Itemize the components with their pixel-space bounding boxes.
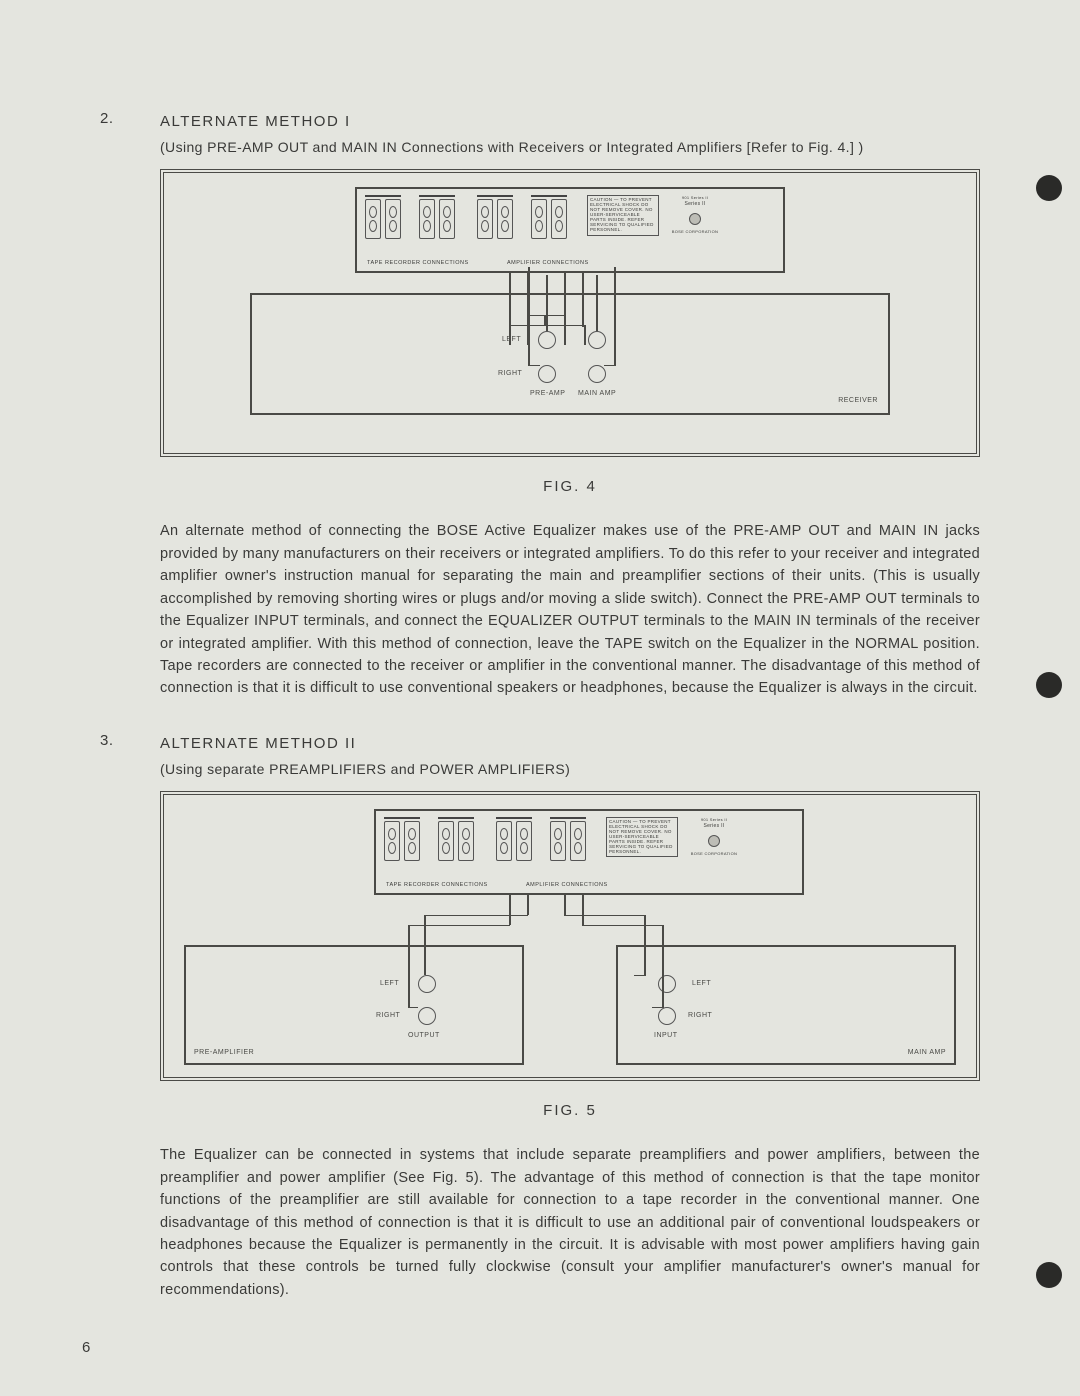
section-subheading: (Using PRE-AMP OUT and MAIN IN Connectio… xyxy=(160,137,980,159)
brand-label: 901 Series II Series II BOSE CORPORATION xyxy=(665,195,725,235)
equalizer-panel: CAUTION — TO PREVENT ELECTRICAL SHOCK DO… xyxy=(374,809,804,895)
section-number: 3. xyxy=(100,732,160,1321)
punch-hole xyxy=(1036,1262,1062,1288)
main-amp-panel: LEFT RIGHT INPUT MAIN AMP xyxy=(616,945,956,1065)
section-3: 3. ALTERNATE METHOD II (Using separate P… xyxy=(100,732,980,1321)
section-heading: ALTERNATE METHOD II xyxy=(160,732,980,755)
figure-5-caption: FIG. 5 xyxy=(160,1099,980,1122)
brand-label: 901 Series II Series II BOSE CORPORATION xyxy=(684,817,744,857)
punch-hole xyxy=(1036,672,1062,698)
receiver-panel: LEFT RIGHT PRE-AMP MAIN AMP RECEIVER xyxy=(250,293,890,415)
equalizer-panel: CAUTION — TO PREVENT ELECTRICAL SHOCK DO… xyxy=(355,187,785,273)
caution-label: CAUTION — TO PREVENT ELECTRICAL SHOCK DO… xyxy=(606,817,678,858)
page-number: 6 xyxy=(82,1339,90,1356)
section-heading: ALTERNATE METHOD I xyxy=(160,110,980,133)
section-subheading: (Using separate PREAMPLIFIERS and POWER … xyxy=(160,759,980,781)
figure-4-caption: FIG. 4 xyxy=(160,475,980,498)
section-3-paragraph: The Equalizer can be connected in system… xyxy=(160,1144,980,1301)
preamplifier-panel: LEFT RIGHT OUTPUT PRE-AMPLIFIER xyxy=(184,945,524,1065)
section-2: 2. ALTERNATE METHOD I (Using PRE-AMP OUT… xyxy=(100,110,980,720)
figure-4-diagram: CAUTION — TO PREVENT ELECTRICAL SHOCK DO… xyxy=(160,169,980,457)
section-2-paragraph: An alternate method of connecting the BO… xyxy=(160,520,980,700)
caution-label: CAUTION — TO PREVENT ELECTRICAL SHOCK DO… xyxy=(587,195,659,236)
punch-hole xyxy=(1036,175,1062,201)
section-number: 2. xyxy=(100,110,160,720)
figure-5-diagram: CAUTION — TO PREVENT ELECTRICAL SHOCK DO… xyxy=(160,791,980,1081)
